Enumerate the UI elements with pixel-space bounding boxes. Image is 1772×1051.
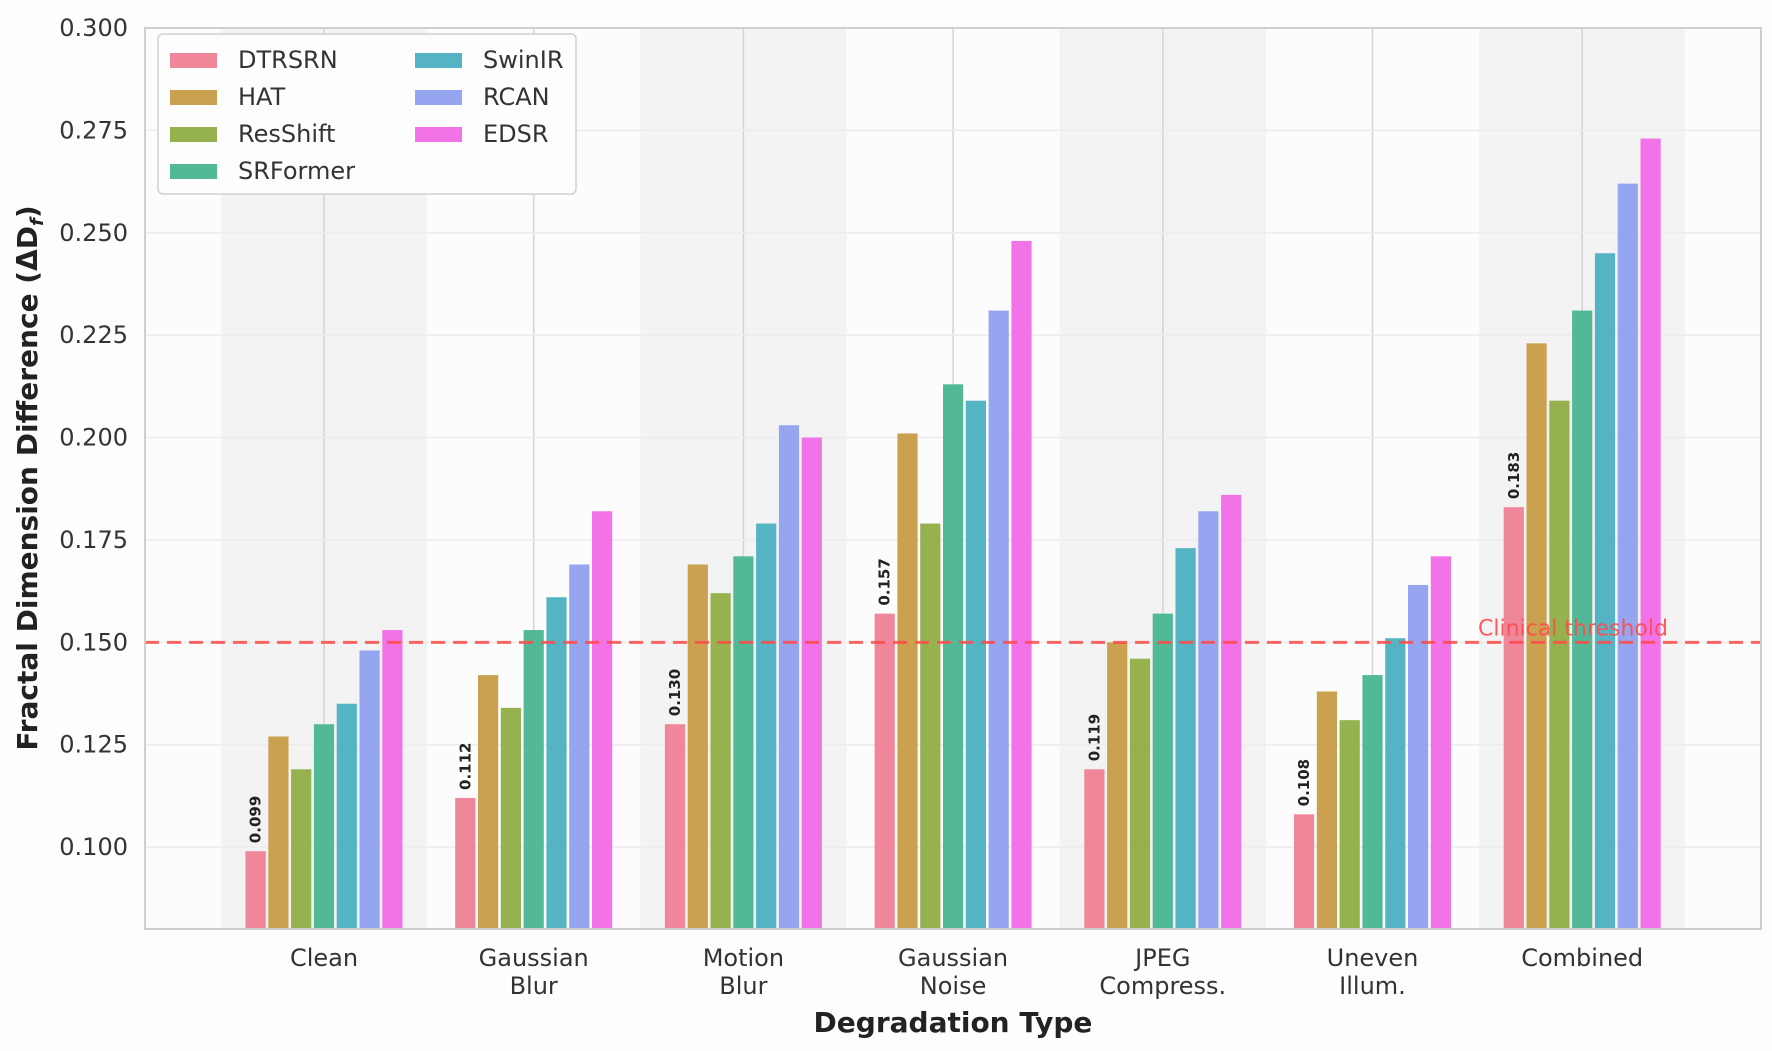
bar-edsr: [1221, 494, 1242, 929]
x-tick-label: Combined: [1521, 944, 1643, 972]
bar-dtrsrn: [1294, 814, 1315, 929]
bar-resshift: [920, 523, 941, 929]
legend-swatch-edsr: [415, 127, 462, 142]
value-label: 0.157: [876, 558, 894, 605]
bar-hat: [1107, 642, 1128, 929]
x-tick-label: Noise: [920, 972, 987, 1000]
bar-rcan: [569, 564, 590, 929]
bar-swinir: [965, 400, 986, 929]
bar-edsr: [1430, 556, 1451, 929]
x-tick-label: JPEG: [1133, 944, 1190, 972]
bar-srformer: [1362, 675, 1383, 929]
legend-box: [157, 33, 577, 195]
bar-srformer: [943, 384, 964, 929]
bar-dtrsrn: [874, 613, 895, 929]
value-label: 0.108: [1295, 759, 1313, 806]
bar-rcan: [1617, 183, 1638, 930]
y-tick-label: 0.225: [59, 321, 128, 349]
bar-edsr: [1640, 138, 1661, 929]
y-tick-label: 0.300: [59, 14, 128, 42]
legend-label: DTRSRN: [238, 46, 338, 74]
legend-label: SRFormer: [238, 157, 355, 185]
legend-label: EDSR: [483, 120, 549, 148]
value-label: 0.183: [1505, 452, 1523, 499]
bar-resshift: [1339, 720, 1360, 929]
x-tick-label: Gaussian: [479, 944, 589, 972]
y-tick-label: 0.175: [59, 526, 128, 554]
bar-swinir: [1594, 253, 1616, 929]
value-label: 0.119: [1085, 714, 1103, 761]
y-tick-label: 0.250: [59, 219, 128, 247]
legend-label: RCAN: [483, 83, 550, 111]
bar-rcan: [988, 310, 1009, 929]
y-axis-label: Fractal Dimension Difference (ΔDf): [11, 205, 48, 750]
bar-resshift: [710, 593, 731, 929]
legend-label: SwinIR: [483, 46, 564, 74]
bar-srformer: [733, 556, 754, 929]
bar-swinir: [546, 597, 567, 929]
bar-edsr: [801, 437, 822, 929]
bar-hat: [268, 736, 289, 929]
bar-hat: [478, 675, 499, 929]
bar-dtrsrn: [1084, 769, 1105, 929]
bar-swinir: [1385, 638, 1406, 929]
bar-srformer: [1152, 613, 1173, 929]
bar-resshift: [1549, 400, 1570, 929]
bar-hat: [897, 433, 918, 929]
legend-label: HAT: [238, 83, 286, 111]
x-tick-label: Gaussian: [898, 944, 1008, 972]
value-label: 0.099: [247, 796, 265, 843]
threshold-label: Clinical threshold: [1478, 616, 1668, 641]
legend-swatch-srformer: [170, 164, 217, 179]
value-label: 0.112: [456, 742, 474, 789]
x-tick-label: Clean: [290, 944, 358, 972]
bar-edsr: [592, 511, 613, 929]
value-label: 0.130: [666, 669, 684, 716]
bar-hat: [1316, 691, 1337, 929]
y-tick-label: 0.150: [59, 628, 128, 656]
bar-rcan: [1198, 511, 1219, 929]
bar-swinir: [756, 523, 777, 929]
bar-dtrsrn: [245, 851, 266, 929]
x-axis-label: Degradation Type: [814, 1006, 1093, 1039]
y-tick-label: 0.100: [59, 833, 128, 861]
x-tick-label: Blur: [719, 972, 767, 1000]
bar-swinir: [336, 703, 357, 929]
bar-srformer: [313, 724, 335, 929]
bar-resshift: [291, 769, 312, 929]
x-tick-label: Uneven: [1327, 944, 1419, 972]
x-tick-label: Motion: [703, 944, 784, 972]
bar-dtrsrn: [664, 724, 686, 929]
legend-swatch-dtrsrn: [170, 53, 217, 68]
x-tick-label: Compress.: [1099, 972, 1226, 1000]
y-tick-label: 0.125: [59, 731, 128, 759]
bar-rcan: [778, 425, 800, 929]
legend-swatch-rcan: [415, 90, 462, 105]
bar-dtrsrn: [1503, 507, 1524, 929]
bar-swinir: [1175, 548, 1196, 929]
bar-rcan: [1408, 584, 1429, 929]
bar-dtrsrn: [455, 797, 476, 929]
bar-hat: [687, 564, 708, 929]
y-tick-label: 0.200: [59, 424, 128, 452]
legend-swatch-swinir: [415, 53, 462, 68]
axes-frame: [144, 27, 1762, 930]
x-tick-label: Blur: [510, 972, 558, 1000]
bar-rcan: [359, 650, 380, 929]
x-tick-label: Illum.: [1339, 972, 1406, 1000]
bar-resshift: [500, 707, 521, 929]
legend-swatch-resshift: [170, 127, 217, 142]
y-tick-label: 0.275: [59, 116, 128, 144]
bar-edsr: [382, 630, 403, 929]
bar-hat: [1526, 343, 1547, 930]
legend-swatch-hat: [170, 90, 217, 105]
bar-srformer: [523, 630, 544, 929]
bar-resshift: [1129, 658, 1151, 929]
legend-label: ResShift: [238, 120, 335, 148]
bar-edsr: [1011, 240, 1032, 930]
bar-srformer: [1572, 310, 1593, 929]
